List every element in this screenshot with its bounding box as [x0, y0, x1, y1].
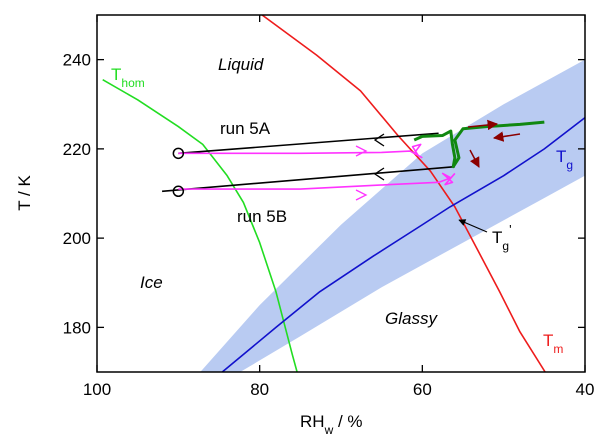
start-marker [172, 185, 185, 198]
data-line [161, 165, 455, 193]
curve-label: Tg [556, 147, 573, 172]
y-axis-label: T / K [15, 175, 34, 211]
label-subscript: hom [121, 76, 144, 90]
direction-chevron [355, 189, 368, 201]
label-subscript: g [502, 239, 509, 253]
x-axis-label: RHw / % [300, 412, 363, 437]
label-main: RH [300, 412, 325, 431]
decorations [355, 119, 521, 233]
data-line [221, 117, 585, 372]
annotation: Glassy [385, 309, 438, 328]
curve-label: Thom [111, 65, 145, 90]
label-subscript: w [324, 423, 334, 437]
label-subscript: g [566, 158, 573, 172]
x-tick-label: 40 [576, 380, 595, 399]
annotation: Liquid [218, 55, 264, 74]
data-line [178, 143, 423, 159]
trajectory-arrow [469, 149, 480, 168]
direction-chevron [373, 133, 385, 147]
direction-chevron [355, 145, 368, 157]
y-tick-label: 200 [63, 229, 91, 248]
x-tick-label: 80 [250, 380, 269, 399]
trajectory-arrow [492, 131, 521, 142]
plot-frame [96, 14, 586, 373]
uncertainty-band [200, 59, 585, 372]
data-line [178, 132, 439, 155]
label-main: T [556, 147, 566, 166]
label-subscript: m [553, 342, 563, 356]
curve-label: Tg' [492, 222, 512, 253]
pointer-arrow [458, 219, 488, 233]
x-tick-label: 60 [413, 380, 432, 399]
annotation: run 5A [220, 119, 271, 138]
label-superscript: ' [509, 222, 511, 237]
label-main: T [111, 65, 121, 84]
label-main: T [492, 228, 502, 247]
start-marker [172, 147, 185, 160]
data-line [178, 172, 456, 190]
label-suffix: / % [333, 412, 362, 431]
y-tick-label: 240 [63, 51, 91, 70]
annotation: Ice [140, 273, 163, 292]
y-tick-label: 180 [63, 318, 91, 337]
label-main: T [543, 331, 553, 350]
x-tick-label: 100 [83, 380, 111, 399]
data-line [261, 15, 546, 372]
curve-label: Tm [543, 331, 563, 356]
annotation: run 5B [237, 207, 287, 226]
plot-area [102, 15, 585, 372]
direction-chevron [373, 167, 385, 181]
trajectory-arrow [467, 119, 499, 131]
y-tick-label: 220 [63, 140, 91, 159]
